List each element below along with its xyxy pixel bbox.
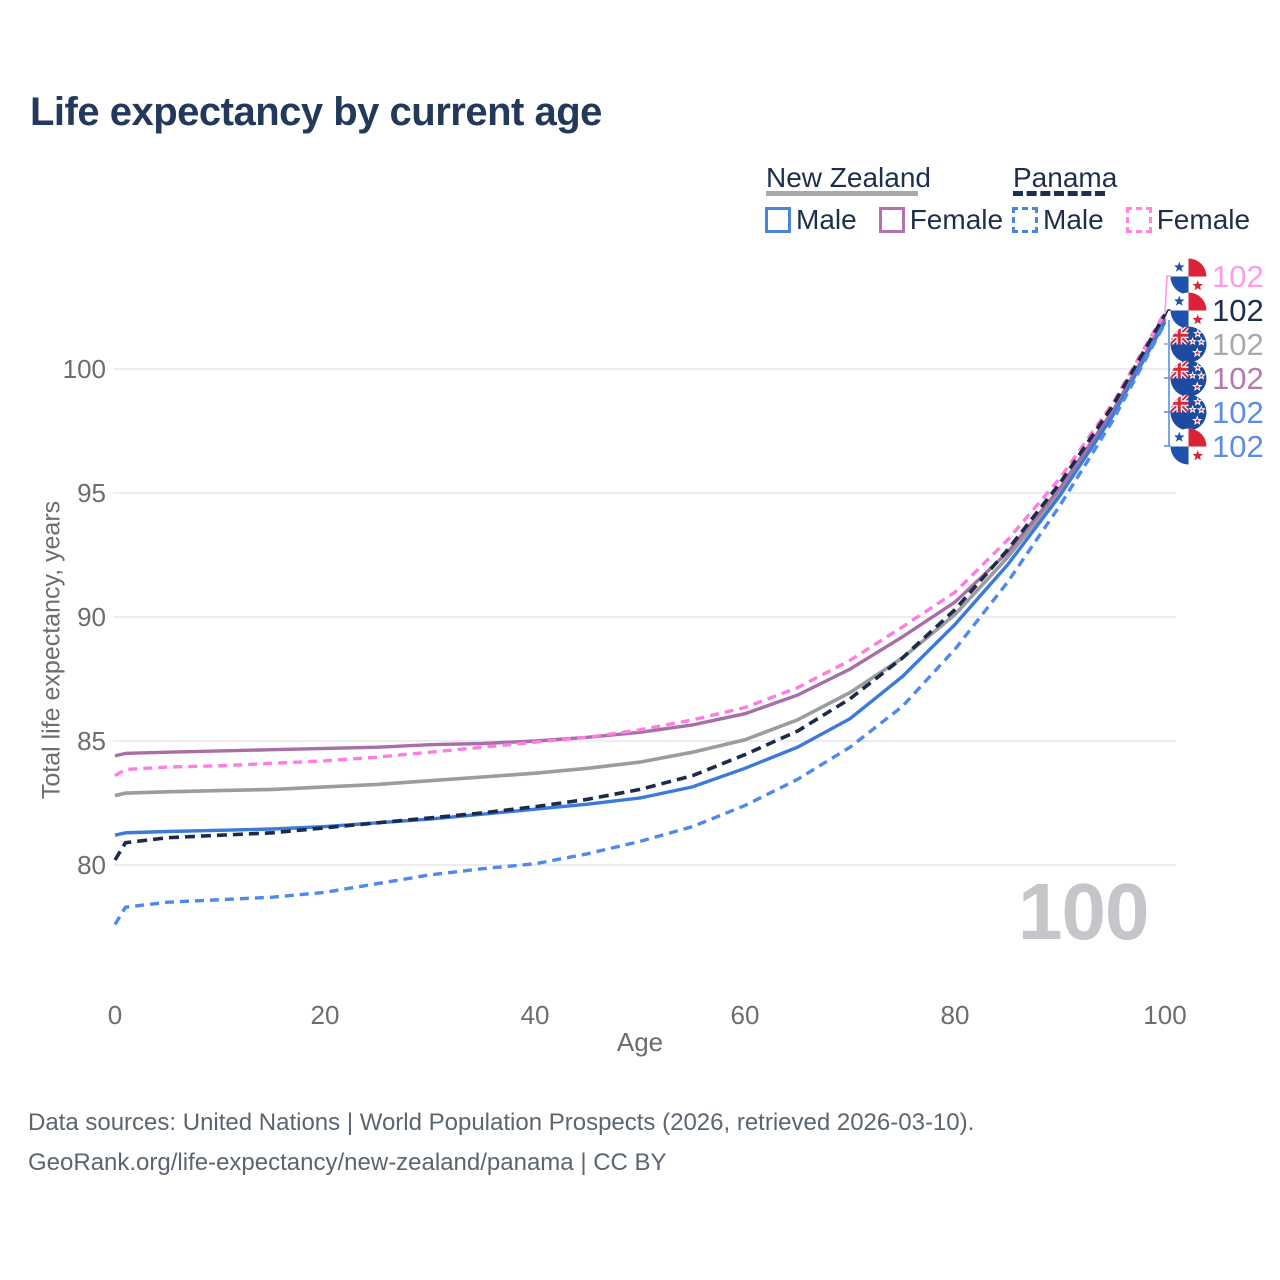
age-watermark: 100 bbox=[1018, 867, 1149, 956]
x-axis-title: Age bbox=[616, 1027, 664, 1057]
x-tick-label: 100 bbox=[1143, 1000, 1187, 1030]
series-line-nz-male bbox=[114, 321, 1167, 837]
legend-item-label: Female bbox=[1156, 204, 1251, 235]
legend-item-nz-male[interactable]: Male bbox=[765, 204, 857, 236]
legend-group-title-panama: Panama bbox=[1013, 162, 1118, 193]
leader-line-panama-female bbox=[1164, 275, 1172, 314]
end-label-panama-male[interactable]: 102 bbox=[1170, 428, 1264, 465]
legend-group-title-new-zealand: New Zealand bbox=[766, 162, 931, 193]
legend-underline-new-zealand bbox=[766, 191, 918, 196]
series-line-panama-female bbox=[114, 311, 1167, 778]
y-tick-label: 90 bbox=[77, 602, 106, 632]
end-label-value: 102 bbox=[1212, 395, 1264, 430]
nz-male-swatch-icon bbox=[765, 207, 791, 233]
end-label-new-zealand-female[interactable]: 102 bbox=[1170, 360, 1264, 397]
legend-item-label: Female bbox=[909, 204, 1004, 235]
end-label-value: 102 bbox=[1212, 293, 1264, 328]
panama-male-swatch-icon bbox=[1012, 207, 1038, 233]
legend-underline-panama bbox=[1013, 191, 1105, 196]
legend-item-panama-female[interactable]: Female bbox=[1125, 204, 1251, 236]
x-tick-label: 40 bbox=[520, 1000, 550, 1030]
new-zealand-flag-icon bbox=[1170, 326, 1207, 363]
end-label-new-zealand-male[interactable]: 102 bbox=[1170, 394, 1264, 431]
series-line-nz-total bbox=[114, 317, 1167, 798]
panama-female-swatch-icon bbox=[1125, 207, 1152, 233]
end-label-panama-female[interactable]: 102 bbox=[1170, 258, 1264, 295]
x-tick-label: 60 bbox=[730, 1000, 760, 1030]
legend-item-panama-male[interactable]: Male bbox=[1012, 204, 1104, 236]
new-zealand-flag-icon bbox=[1170, 360, 1207, 397]
legend-row-panama: Male Female bbox=[1012, 204, 1250, 236]
attribution-note: GeoRank.org/life-expectancy/new-zealand/… bbox=[28, 1149, 667, 1176]
y-tick-label: 100 bbox=[62, 354, 106, 384]
x-tick-label: 0 bbox=[107, 1000, 123, 1030]
end-label-value: 102 bbox=[1212, 259, 1264, 294]
series-line-panama-male bbox=[113, 322, 1167, 926]
y-tick-label: 80 bbox=[77, 850, 106, 880]
series-line-panama-total bbox=[113, 313, 1167, 861]
page-title: Life expectancy by current age bbox=[30, 90, 602, 134]
end-label-value: 102 bbox=[1212, 361, 1264, 396]
end-label-value: 102 bbox=[1212, 429, 1264, 464]
legend-row-new-zealand: Male Female bbox=[765, 204, 1003, 236]
legend-item-label: Male bbox=[796, 204, 857, 235]
end-label-new-zealand-total[interactable]: 102 bbox=[1170, 326, 1264, 363]
end-label-value: 102 bbox=[1212, 327, 1264, 362]
x-tick-label: 80 bbox=[940, 1000, 970, 1030]
panama-flag-icon bbox=[1170, 292, 1207, 329]
end-label-panama-total[interactable]: 102 bbox=[1170, 292, 1264, 329]
x-tick-label: 20 bbox=[310, 1000, 340, 1030]
legend-item-label: Male bbox=[1043, 204, 1104, 235]
new-zealand-flag-icon bbox=[1170, 394, 1207, 431]
y-tick-label: 95 bbox=[77, 478, 106, 508]
panama-flag-icon bbox=[1170, 258, 1207, 295]
data-source-note: Data sources: United Nations | World Pop… bbox=[28, 1109, 975, 1136]
legend-item-nz-female[interactable]: Female bbox=[878, 204, 1004, 236]
panama-flag-icon bbox=[1170, 428, 1207, 465]
nz-female-swatch-icon bbox=[878, 207, 905, 233]
y-tick-label: 85 bbox=[77, 726, 106, 756]
